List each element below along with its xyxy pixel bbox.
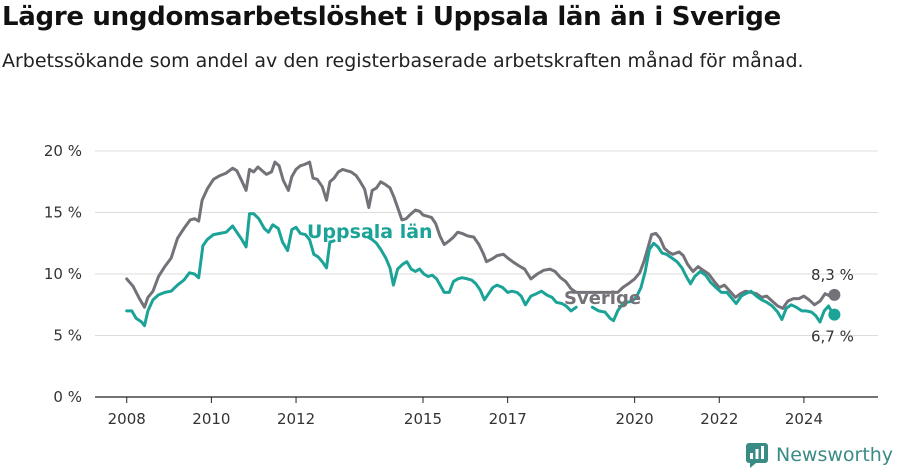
chart-title: Lägre ungdomsarbetslöshet i Uppsala län … [2, 2, 781, 32]
x-tick-label: 2022 [700, 410, 738, 428]
y-tick-label: 15 % [44, 204, 82, 222]
x-tick-label: 2008 [108, 410, 146, 428]
end-label-sverige: 8,3 % [811, 266, 854, 284]
series-layer [125, 160, 841, 328]
series-line-uppsala2 [366, 235, 578, 313]
x-tick-label: 2010 [192, 410, 230, 428]
series-line-uppsala [125, 212, 336, 328]
series-line-sverige [125, 160, 836, 310]
x-tick-label: 2017 [489, 410, 527, 428]
x-tick-label: 2015 [404, 410, 442, 428]
newsworthy-logo-icon [746, 443, 768, 468]
series-label-uppsala: Uppsala län [307, 221, 433, 243]
axis-layer: 0 % 5 % 10 % 15 % 20 % 2008 2010 2012 2015 2017 20… [44, 142, 823, 428]
y-tick-label: 5 % [53, 327, 82, 345]
end-label-uppsala: 6,7 % [811, 328, 854, 346]
brand-name: Newsworthy [776, 444, 894, 466]
y-tick-label: 0 % [53, 388, 82, 406]
series-label-sverige: Sverige [564, 288, 641, 309]
x-tick-label: 2024 [785, 410, 823, 428]
chart-subtitle: Arbetssökande som andel av den registerb… [2, 50, 804, 72]
grid-layer [95, 150, 878, 398]
x-tick-label: 2012 [277, 410, 315, 428]
x-tick-label: 2020 [616, 410, 654, 428]
y-tick-label: 10 % [44, 265, 82, 283]
end-point-uppsala [828, 308, 841, 321]
y-tick-label: 20 % [44, 142, 82, 160]
series-line-uppsala3 [590, 241, 836, 324]
newsworthy-logo[interactable]: Newsworthy [745, 442, 893, 468]
end-point-sverige [828, 288, 841, 301]
label-layer: 8,3 % 6,7 % Uppsala län Sverige [307, 221, 854, 346]
